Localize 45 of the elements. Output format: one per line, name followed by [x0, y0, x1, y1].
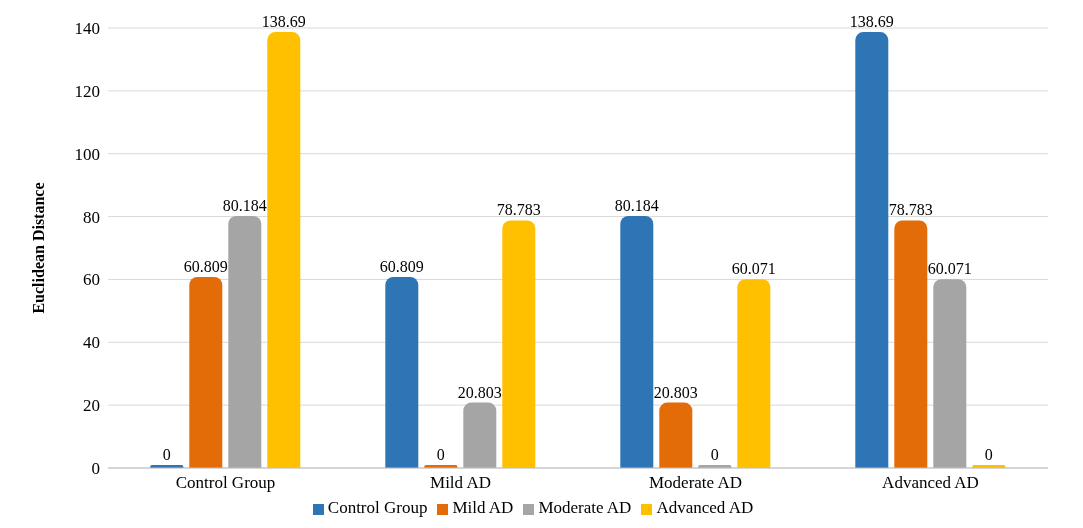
data-label: 60.071 [731, 260, 776, 278]
y-tick-label: 140 [74, 19, 100, 39]
bar [463, 402, 497, 468]
bar [228, 215, 262, 468]
bar [855, 32, 889, 468]
data-label: 60.809 [379, 257, 424, 275]
x-tick-label: Mild AD [430, 473, 491, 493]
bar [659, 402, 693, 468]
bar [933, 279, 967, 468]
data-label: 0 [984, 446, 993, 463]
bar [502, 220, 536, 468]
data-label: 0 [710, 446, 719, 463]
data-label: 60.071 [927, 260, 972, 278]
legend-label: Control Group [327, 498, 428, 517]
legend-label: Advanced AD [656, 498, 754, 517]
data-label: 138.69 [261, 13, 306, 31]
data-label: 0 [162, 446, 171, 463]
data-label: 80.184 [222, 196, 267, 214]
bar [620, 215, 654, 468]
bar [737, 279, 771, 468]
data-label: 20.803 [653, 383, 698, 401]
data-label: 0 [436, 446, 445, 463]
x-tick-label: Advanced AD [882, 473, 979, 493]
y-tick-label: 120 [74, 81, 100, 101]
y-tick-label: 100 [74, 144, 100, 164]
legend-label: Moderate AD [538, 498, 632, 517]
y-tick-label: 60 [83, 270, 100, 290]
data-label: 78.783 [888, 201, 933, 219]
data-label: 78.783 [496, 201, 541, 219]
x-tick-label: Moderate AD [648, 473, 743, 493]
bar [894, 220, 928, 468]
bar [189, 276, 223, 468]
y-tick-label: 0 [91, 459, 100, 479]
data-label: 138.69 [849, 13, 894, 31]
y-tick-label: 80 [83, 207, 100, 227]
data-label: 60.809 [183, 257, 228, 275]
bar [267, 32, 301, 468]
x-tick-label: Control Group [175, 473, 276, 493]
legend-label: Mild AD [452, 498, 514, 517]
y-tick-label: 20 [83, 396, 100, 416]
data-label: 80.184 [614, 196, 659, 214]
bar [385, 276, 419, 468]
y-tick-label: 40 [83, 333, 100, 353]
data-label: 20.803 [457, 383, 502, 401]
y-axis-title: Euclidean Distance [29, 182, 47, 314]
